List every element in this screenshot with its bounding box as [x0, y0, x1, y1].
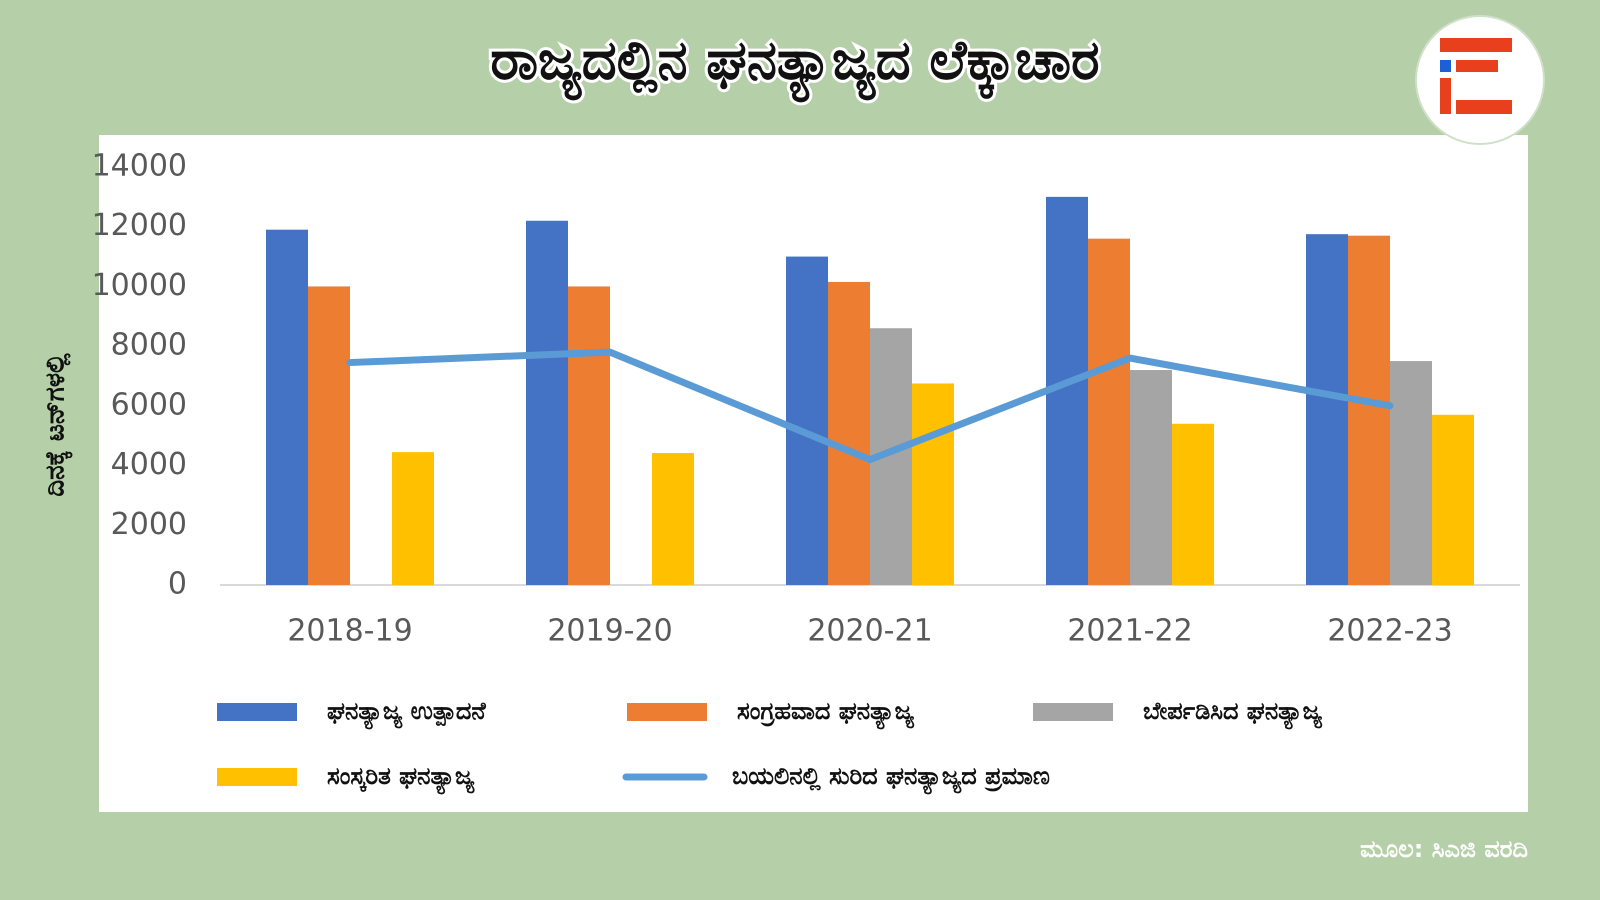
legend-label: ಸಂಸ್ಕರಿತ ಘನತ್ಯಾಜ್ಯ — [327, 762, 475, 795]
y-tick-label: 8000 — [111, 328, 187, 363]
y-tick-label: 12000 — [92, 208, 187, 243]
bar — [1088, 238, 1130, 585]
y-tick-label: 0 — [168, 567, 187, 602]
bar — [568, 286, 610, 585]
bar — [1390, 361, 1432, 585]
y-tick-label: 14000 — [92, 149, 187, 184]
bar — [392, 452, 434, 585]
x-tick-label: 2022-23 — [1327, 614, 1452, 649]
bar — [652, 453, 694, 585]
logo-bar — [1440, 38, 1512, 52]
bar — [786, 256, 828, 585]
logo — [1415, 15, 1545, 145]
x-tick-label: 2021-22 — [1067, 614, 1192, 649]
y-tick-label: 10000 — [92, 268, 187, 303]
logo-bar — [1456, 60, 1498, 72]
logo-bar — [1440, 78, 1451, 114]
legend-swatch — [217, 768, 297, 786]
source: ಮೂಲ: ಸಿಎಜಿ ವರದಿ — [1360, 835, 1528, 863]
y-axis-label: ದಿನಕ್ಕೆ ಟನ್‌ಗಳಲ್ಲಿ — [41, 353, 74, 497]
chart-title: ರಾಜ್ಯದಲ್ಲಿನ ಘನತ್ಯಾಜ್ಯದ ಲೆಕ್ಕಾಚಾರ — [490, 29, 1099, 103]
legend-label: ಸಂಗ್ರಹವಾದ ಘನತ್ಯಾಜ್ಯ — [737, 697, 914, 730]
bar — [828, 281, 870, 585]
y-tick-label: 2000 — [111, 507, 187, 542]
x-tick-label: 2020-21 — [807, 614, 932, 649]
legend-label: ಬಯಲಿನಲ್ಲಿ ಸುರಿದ ಘನತ್ಯಾಜ್ಯದ ಪ್ರಮಾಣ — [732, 762, 1050, 795]
y-tick-label: 4000 — [111, 447, 187, 482]
legend-label: ಬೇರ್ಪಡಿಸಿದ ಘನತ್ಯಾಜ್ಯ — [1143, 697, 1323, 730]
bar — [912, 383, 954, 585]
logo-square — [1440, 60, 1451, 72]
legend-swatch — [217, 703, 297, 721]
legend-swatch — [1033, 703, 1113, 721]
bar — [266, 229, 308, 585]
bar — [1348, 235, 1390, 585]
bar — [1306, 234, 1348, 585]
y-tick-label: 6000 — [111, 387, 187, 422]
x-tick-label: 2018-19 — [287, 614, 412, 649]
bar — [308, 286, 350, 585]
legend-swatch — [627, 703, 707, 721]
line — [346, 348, 1394, 464]
bar — [1130, 370, 1172, 585]
x-tick-label: 2019-20 — [547, 614, 672, 649]
bar — [1172, 423, 1214, 585]
bar — [526, 220, 568, 585]
logo-circle — [1415, 15, 1545, 145]
logo-bar — [1456, 100, 1512, 114]
bar — [1432, 414, 1474, 585]
legend-label: ಘನತ್ಯಾಜ್ಯ ಉತ್ಪಾದನೆ — [327, 697, 487, 730]
